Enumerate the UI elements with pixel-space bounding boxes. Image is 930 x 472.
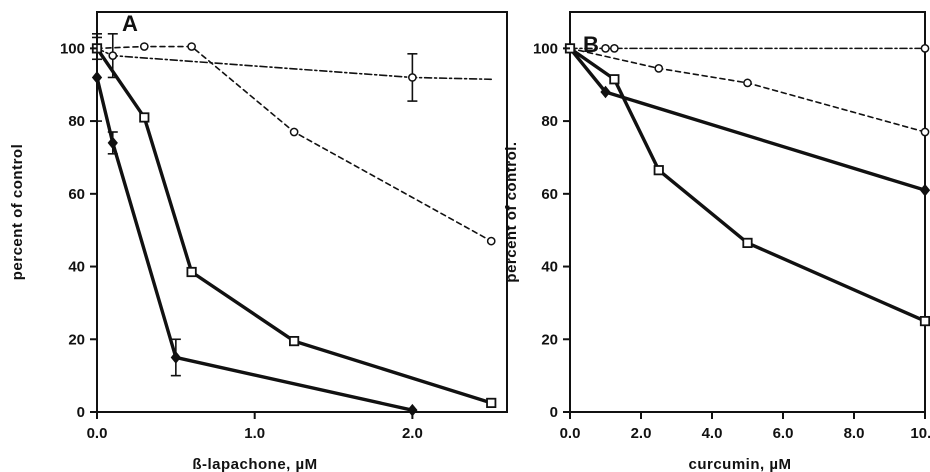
panel-b-series-1-point — [610, 44, 619, 53]
panel-b-series-4-point — [919, 315, 930, 327]
panel-b-series-2-point — [654, 64, 664, 73]
panel-b-y-tick-label: 80 — [541, 113, 558, 130]
panel-a-series-2-point — [486, 236, 496, 246]
panel-a-plot-frame — [96, 11, 508, 413]
panel-a-y-tick-label: 80 — [68, 113, 85, 130]
panel-b-y-tick-label: 100 — [533, 40, 558, 57]
panel-a-y-axis-title: percent of control — [9, 144, 26, 281]
panel-a-y-tick-label: 0 — [77, 404, 85, 421]
panel-b-series-1-point — [920, 44, 930, 53]
panel-b-series-3-point — [600, 85, 611, 99]
panel-a-series-layer — [91, 33, 497, 417]
panel-b-series-4-line — [568, 46, 927, 323]
panel-a-y-tick-label: 60 — [68, 186, 85, 203]
panel-a-y-tick-label: 20 — [68, 331, 85, 348]
panel-a-series-3-point — [186, 266, 197, 278]
panel-a-series-4-point — [91, 71, 103, 84]
panel-a-series-3-point — [486, 397, 497, 409]
panel-a-series-4-point — [107, 136, 118, 150]
panel-a-series-1-line — [96, 47, 493, 81]
panel-b-series-4-point — [609, 74, 620, 85]
panel-b-series-2-point — [743, 78, 752, 88]
panel-b-y-ticks: 0 20 40 60 80 100 — [533, 40, 570, 421]
panel-b-x-tick-label: 6.0 — [773, 425, 794, 442]
panel-b-x-tick-label: 0.0 — [560, 425, 581, 442]
panel-b-plot-frame — [569, 11, 926, 413]
panel-b-series-2-line — [569, 47, 926, 133]
panel-a-series-2-point — [187, 42, 196, 51]
panel-b-y-axis-title: percent of control. — [503, 141, 520, 282]
panel-b-x-tick-label: 4.0 — [702, 425, 723, 442]
panel-a-x-tick-label: 0.0 — [87, 425, 108, 442]
panel-b-series-2-point — [920, 127, 930, 137]
panel-a-x-tick-label: 2.0 — [402, 425, 423, 442]
panel-a-series-3-point — [289, 335, 300, 347]
panel-b-x-axis-title: curcumin, µM — [689, 456, 792, 472]
panel-b-chart: B 0.0 2.0 4.0 6.0 8.0 10.0 0 20 40 60 80 100 curcu… — [503, 11, 930, 472]
panel-a-letter: A — [122, 11, 138, 36]
panel-a-y-tick-label: 40 — [68, 259, 85, 276]
panel-b-series-layer — [564, 42, 930, 327]
panel-a-series-3-point — [139, 112, 150, 123]
panel-b-x-tick-label: 10.0 — [910, 425, 930, 442]
panel-b-letter: B — [583, 32, 599, 57]
panel-b-x-tick-label: 8.0 — [844, 425, 865, 442]
panel-a-series-2-point — [139, 42, 149, 51]
panel-b-y-tick-label: 0 — [550, 404, 558, 421]
panel-a-series-1-point — [108, 51, 118, 60]
panel-a-x-axis-title: ß-lapachone, µM — [192, 456, 317, 472]
panel-b-series-4-point — [653, 165, 664, 176]
panel-b-x-ticks: 0.0 2.0 4.0 6.0 8.0 10.0 — [560, 412, 930, 442]
panel-a-x-tick-label: 1.0 — [244, 425, 265, 442]
panel-b-series-3-point — [919, 183, 930, 197]
panel-b-y-tick-label: 60 — [541, 186, 558, 203]
panel-a-y-ticks: 0 20 40 60 80 100 — [60, 40, 97, 421]
panel-a-series-4-line — [95, 75, 415, 412]
panel-b-series-1-point — [601, 44, 610, 53]
panel-a-series-4-point — [170, 351, 181, 364]
panel-a-x-ticks: 0.0 1.0 2.0 — [87, 412, 423, 442]
panel-a-series-1-point — [408, 73, 417, 82]
panel-a-series-3-line — [95, 46, 493, 405]
panel-b-series-4-point — [742, 237, 753, 249]
panel-a-y-tick-label: 100 — [60, 40, 85, 57]
panel-b-series-3-line — [568, 46, 927, 192]
panel-b-y-tick-label: 40 — [541, 259, 558, 276]
panel-b-x-tick-label: 2.0 — [631, 425, 652, 442]
panel-b-y-tick-label: 20 — [541, 331, 558, 348]
panel-a-chart: A 0.0 1.0 2.0 0 20 40 60 80 100 ß-lapachone, µM… — [9, 11, 508, 472]
panel-a-series-2-point — [289, 127, 299, 137]
panel-a-series-2-line — [96, 45, 493, 242]
